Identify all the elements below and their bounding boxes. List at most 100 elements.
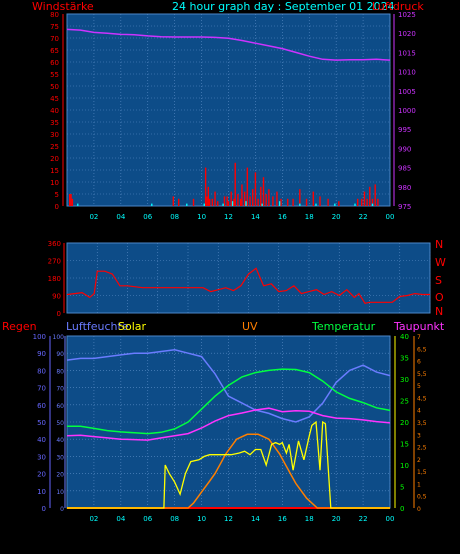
wind-average-bar: [299, 203, 301, 206]
humidity-tick-label: 10: [56, 489, 64, 496]
wind-gust-bar: [206, 196, 208, 206]
uv-tick-label: 3: [417, 432, 421, 439]
wind-gust-bar: [227, 201, 230, 206]
uv-tick-label: 3,5: [417, 420, 427, 427]
time-tick-label: 16: [278, 515, 287, 523]
temperature-tick-label: 15: [400, 441, 409, 449]
pressure-axis-title: Luftdruck: [372, 0, 424, 13]
wind-gust-bar: [68, 194, 71, 206]
pressure-axis: 975 980 985 990 995 1000 1005 1010 1015 1020 1025: [393, 11, 416, 211]
pressure-tick-label: 990: [398, 145, 411, 153]
time-tick-label: 06: [143, 515, 152, 523]
wind-average-bar: [77, 203, 79, 206]
temperature-tick-label: 10: [400, 462, 409, 470]
direction-tick-label: 360: [48, 240, 61, 248]
wind-direction-panel: 0 90 180 270 360 N W S O N: [48, 238, 446, 318]
wind-direction-series: [66, 267, 430, 304]
humidity-tick-label: 40: [56, 437, 64, 444]
time-tick-label: 22: [359, 515, 368, 523]
time-tick-label: 00: [386, 213, 395, 221]
compass-labels: N W S O N: [435, 238, 446, 318]
time-tick-label: 12: [224, 213, 233, 221]
climate-series: [66, 349, 391, 509]
wind-average-bar: [245, 201, 247, 206]
rain-tick-label: 20: [37, 471, 46, 479]
wind-gust-bar: [377, 198, 379, 206]
compass-label-w: W: [435, 256, 446, 269]
uv-tick-label: 2: [417, 457, 421, 464]
pressure-tick-label: 1015: [398, 49, 416, 57]
uv-tick-label: 4,5: [417, 395, 427, 402]
temperature-tick-label: 30: [400, 376, 409, 384]
wind-gust-bar: [233, 198, 235, 206]
wind-gust-bar: [204, 167, 207, 206]
wind-tick-label: 25: [50, 143, 59, 151]
time-axis: 02 04 06 08 10 12 14 16 18 20 22 00: [89, 213, 394, 221]
humidity-tick-label: 50: [56, 420, 64, 427]
wind-average-bar: [186, 203, 188, 206]
wind-average-bar: [334, 203, 336, 206]
wind-axis: 0 5 10 15 20 25 30 35 40 45 50 55 60 65 70 75 80: [50, 11, 64, 211]
pressure-tick-label: 1025: [398, 11, 416, 19]
wind-tick-label: 10: [50, 179, 59, 187]
rain-tick-label: 60: [37, 402, 46, 410]
rain-tick-label: 30: [37, 453, 46, 461]
time-tick-label: 04: [116, 213, 125, 221]
time-tick-label: 20: [332, 213, 341, 221]
wind-tick-label: 60: [50, 59, 59, 67]
wind-gust-bar: [214, 191, 216, 206]
wind-tick-label: 15: [50, 167, 59, 175]
time-tick-label: 20: [332, 515, 341, 523]
temperature-line: [67, 368, 391, 435]
direction-axis: 0 90 180 270 360: [48, 240, 65, 318]
wind-tick-label: 65: [50, 47, 59, 55]
time-tick-label: 02: [89, 213, 98, 221]
uv-tick-label: 7: [417, 334, 421, 341]
wind-gust-bar: [292, 198, 294, 206]
wind-gust-bar: [280, 198, 282, 206]
wind-gust-bar: [254, 172, 257, 206]
wind-tick-label: 5: [55, 191, 59, 199]
compass-label-n2: N: [435, 305, 443, 318]
wind-gust-bar: [327, 198, 329, 206]
wind-gust-bar: [223, 196, 226, 206]
wind-axis-title: Windstärke: [32, 0, 94, 13]
time-tick-label: 04: [116, 515, 125, 523]
wind-gust-bar: [374, 184, 376, 206]
wind-tick-label: 20: [50, 155, 59, 163]
wind-gust-bar: [70, 194, 72, 206]
wind-gust-bar: [252, 189, 254, 206]
uv-tick-label: 5: [417, 383, 421, 390]
temperature-axis-title: Temperatur: [311, 320, 376, 333]
wind-gust-bar: [249, 196, 251, 206]
uv-tick-label: 0: [417, 506, 421, 513]
uv-tick-label: 4: [417, 408, 421, 415]
time-tick-label: 16: [278, 213, 287, 221]
temperature-tick-label: 35: [400, 355, 409, 363]
wind-gust-bar: [276, 191, 278, 206]
uv-tick-label: 1: [417, 481, 421, 488]
rain-tick-label: 0: [42, 505, 46, 513]
time-tick-label: 10: [197, 213, 206, 221]
compass-label-o: O: [435, 291, 444, 304]
time-tick-label: 18: [305, 213, 314, 221]
wind-tick-label: 80: [50, 11, 59, 19]
wind-gust-bar: [239, 198, 242, 206]
humidity-tick-label: 60: [56, 403, 64, 410]
wind-tick-label: 40: [50, 107, 59, 115]
wind-average-bar: [354, 203, 356, 206]
time-tick-label: 08: [170, 515, 179, 523]
wind-average-bar: [151, 203, 153, 206]
temperature-tick-label: 25: [400, 398, 409, 406]
uv-tick-label: 0,5: [417, 494, 427, 501]
uv-tick-label: 1,5: [417, 469, 427, 476]
wind-gust-bar: [338, 201, 340, 206]
rain-tick-label: 80: [37, 367, 46, 375]
wind-average-bar: [371, 203, 374, 206]
climate-time-axis: 02 04 06 08 10 12 14 16 18 20 22 00: [89, 515, 394, 523]
rain-tick-label: 70: [37, 385, 46, 393]
direction-tick-label: 180: [48, 275, 61, 283]
uv-tick-label: 2,5: [417, 445, 427, 452]
solar-line: [67, 420, 390, 509]
